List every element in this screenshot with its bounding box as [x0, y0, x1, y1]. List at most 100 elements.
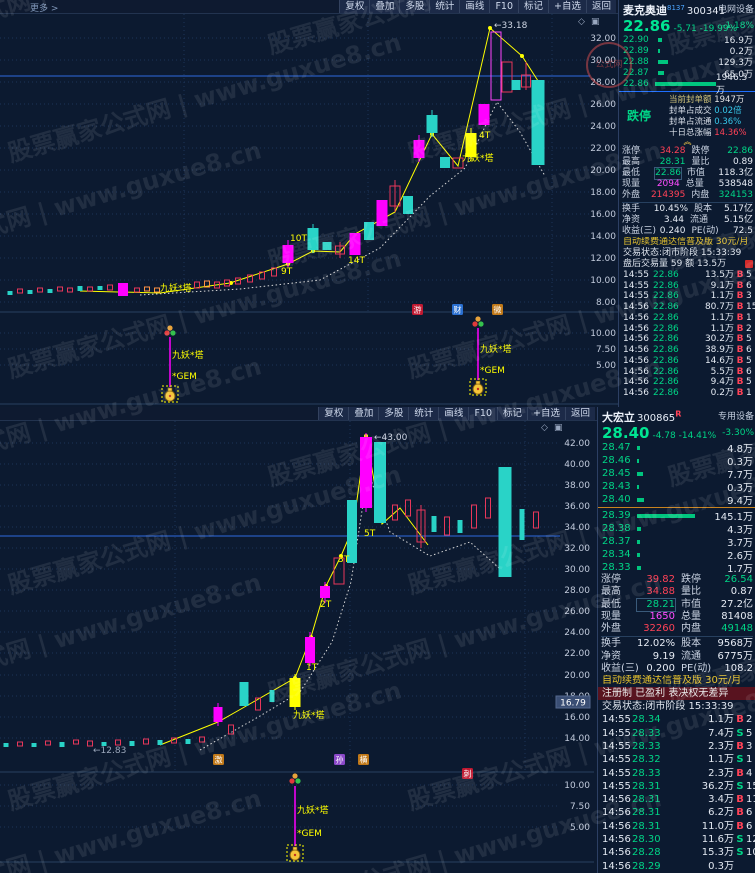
toolbar-item-6[interactable]: 标记	[518, 0, 549, 13]
quote-row[interactable]: 22.88 129.3万	[619, 56, 755, 69]
quote-price: 28.34	[602, 549, 631, 560]
quote-row[interactable]: 22.89 0.2万	[619, 45, 755, 58]
tick-volume: 11.6万	[701, 834, 734, 846]
quote-row[interactable]: 28.45 7.7万	[598, 467, 755, 481]
quote-price: 28.33	[602, 562, 631, 573]
stats-row: 外盘 32260 内盘 49148	[601, 623, 753, 635]
quote-separator	[619, 90, 755, 92]
toolbar-item-6[interactable]: 标记	[497, 407, 528, 420]
event-badge[interactable]	[334, 754, 345, 765]
industry-label: 专用设备	[717, 412, 754, 422]
toolbar-item-1[interactable]: 叠加	[369, 0, 400, 13]
tick-volume: 5.5万	[710, 366, 734, 377]
tick-direction: B	[736, 740, 744, 752]
toolbar-item-4[interactable]: 画线	[459, 0, 490, 13]
quote-row[interactable]: 22.87 65.0万	[619, 68, 755, 80]
toolbar-item-8[interactable]: 返回	[585, 0, 616, 13]
tick-time: 14:55	[623, 280, 649, 291]
tick-direction: S	[736, 754, 744, 766]
promo-bar[interactable]: 自动续费通达信普及版 30元/月	[623, 236, 749, 247]
signal-marker: 九妖*塔 *GEM	[469, 316, 512, 396]
toolbar-item-0[interactable]: 复权	[339, 0, 370, 13]
stat-value: 34.88	[646, 586, 675, 598]
quote-row[interactable]: 28.37 3.7万	[598, 535, 755, 549]
quote-volume-bar	[637, 539, 640, 544]
event-badge[interactable]	[452, 304, 463, 315]
quote-row[interactable]: 28.46 0.3万	[598, 454, 755, 468]
tick-price: 28.33	[632, 727, 661, 739]
toolbar-item-3[interactable]: 统计	[429, 0, 460, 13]
candle	[511, 80, 521, 90]
quote-row[interactable]: 28.40 9.4万	[598, 493, 755, 507]
quote-row[interactable]: 22.86 1946.5万	[619, 73, 755, 96]
candle	[322, 242, 332, 250]
stat-label: 换手	[601, 638, 621, 650]
quote-row[interactable]: 28.39 145.1万	[598, 509, 755, 523]
axis-label: 28.00	[590, 78, 616, 88]
toolbar-item-1[interactable]: 叠加	[348, 407, 379, 420]
toolbar-item-5[interactable]: F10	[468, 407, 497, 420]
quote-row[interactable]: 28.38 4.3万	[598, 522, 755, 536]
more-menu[interactable]: 更多 >	[30, 4, 59, 14]
tick-price: 22.86	[653, 377, 679, 388]
tick-price: 28.33	[632, 767, 661, 779]
toolbar-item-2[interactable]: 多股	[399, 0, 430, 13]
event-badge[interactable]	[358, 754, 369, 765]
tick-list: 14:55 28.34 1.1万 B 2 14:55 28.33 7.4万 S 5 14:55 28.…	[598, 713, 755, 873]
toolbar-item-7[interactable]: +自选	[548, 0, 586, 13]
candle	[403, 196, 413, 214]
chart-diamond-icon[interactable]: ◇	[578, 17, 585, 27]
toolbar-item-7[interactable]: +自选	[527, 407, 565, 420]
promo-bar[interactable]: 自动续费通达信普及版 30元/月	[602, 675, 742, 687]
stat-value: 72.5	[732, 225, 753, 236]
quote-row[interactable]: 28.34 2.6万	[598, 548, 755, 562]
tick-count: 2	[746, 714, 753, 726]
event-badge[interactable]	[462, 768, 473, 779]
toolbar-item-8[interactable]: 返回	[564, 407, 595, 420]
event-badge-text: 激	[215, 755, 223, 765]
quote-row[interactable]: 28.33 1.7万	[598, 561, 755, 575]
candle	[73, 739, 79, 745]
candle	[239, 682, 249, 706]
toolbar-item-0[interactable]: 复权	[318, 407, 349, 420]
limit-info-line: 封单占成交 0.02倍	[669, 106, 755, 117]
candle	[307, 228, 319, 250]
tick-count: 2	[746, 323, 752, 334]
tick-price: 28.30	[632, 834, 661, 846]
moneybag-box	[286, 844, 304, 862]
signal-ball-red	[472, 321, 478, 327]
signal-ball-yellow	[167, 325, 173, 331]
event-badge[interactable]	[412, 304, 423, 315]
quote-row[interactable]: 22.90 16.9万	[619, 34, 755, 47]
toolbar-item-5[interactable]: F10	[489, 0, 518, 13]
toolbar-item-4[interactable]: 画线	[438, 407, 469, 420]
quote-row[interactable]: 28.43 0.3万	[598, 480, 755, 494]
candle	[392, 504, 398, 521]
signal-marker: 九妖*塔 *GEM	[161, 325, 204, 403]
quote-price: 28.46	[602, 455, 631, 466]
toolbar-item-2[interactable]: 多股	[378, 407, 409, 420]
candle	[452, 157, 464, 169]
stats-row: 涨停 39.82 跌停 26.54	[601, 574, 753, 586]
tick-time: 14:56	[623, 302, 649, 313]
event-badge[interactable]	[492, 304, 503, 315]
chart-annotation: 9T	[281, 267, 293, 277]
toolbar-bottom: 复权 叠加 多股 统计 画线 F10 标记 +自选 返回	[0, 407, 597, 421]
chart-diamond-icon[interactable]: ◇	[541, 423, 548, 433]
toolbar-item-3[interactable]: 统计	[408, 407, 439, 420]
axis-label: 10.00	[590, 276, 616, 286]
signal-ball-yellow	[292, 773, 298, 779]
event-badge[interactable]	[213, 754, 224, 765]
chart-maximize-icon[interactable]: ▣	[554, 423, 563, 433]
stats-grid: 涨停 34.28 跌停 22.86 最高 28.31 量比 0.89 最低 22.86 市值 118.…	[619, 146, 755, 237]
axis-label: 22.00	[564, 649, 590, 659]
axis-label: 22.00	[590, 144, 616, 154]
collapse-handle[interactable]: ︽	[683, 136, 692, 146]
quote-row[interactable]: 28.47 4.8万	[598, 441, 755, 455]
candle	[129, 741, 135, 746]
tick-price: 28.34	[632, 714, 661, 726]
chart-maximize-icon[interactable]: ▣	[591, 17, 600, 27]
after-hours-icon[interactable]	[745, 259, 753, 268]
